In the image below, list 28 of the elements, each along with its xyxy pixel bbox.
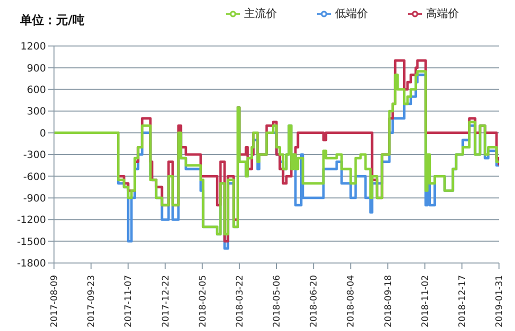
- x-tick-label: 2018-08-04: [346, 274, 357, 328]
- y-tick-label: -1800: [16, 258, 46, 270]
- y-tick-label: -600: [23, 172, 46, 183]
- y-tick-label: 1200: [20, 42, 46, 53]
- y-tick-label: -1500: [16, 236, 46, 248]
- y-tick-label: -1200: [16, 215, 46, 226]
- x-tick-label: 2018-11-02: [420, 275, 431, 328]
- x-tick-label: 2018-03-22: [235, 275, 246, 328]
- legend-label: 高端价: [426, 7, 459, 20]
- x-tick-label: 2018-06-20: [310, 274, 320, 328]
- legend-label: 主流价: [244, 7, 277, 20]
- x-tick-label: 2017-08-09: [50, 274, 60, 328]
- x-tick-label: 2018-12-17: [458, 275, 468, 328]
- x-tick-label: 2017-12-22: [161, 275, 172, 328]
- y-tick-label: -900: [23, 193, 46, 204]
- y-axis-title: 单位：元/吨: [20, 12, 84, 29]
- legend-label: 低端价: [335, 7, 368, 20]
- x-tick-label: 2017-09-23: [87, 275, 98, 328]
- x-tick-label: 2018-09-18: [384, 274, 394, 328]
- x-tick-label: 2018-05-06: [272, 274, 282, 328]
- x-tick-label: 2018-02-05: [198, 275, 208, 328]
- x-tick-label: 2019-01-31: [495, 275, 505, 328]
- x-tick-label: 2017-11-07: [124, 275, 134, 328]
- y-tick-label: -300: [23, 150, 46, 162]
- y-tick-label: 600: [26, 84, 46, 96]
- y-tick-label: 300: [26, 106, 46, 118]
- y-tick-label: 0: [40, 128, 46, 140]
- y-tick-label: 900: [26, 63, 46, 74]
